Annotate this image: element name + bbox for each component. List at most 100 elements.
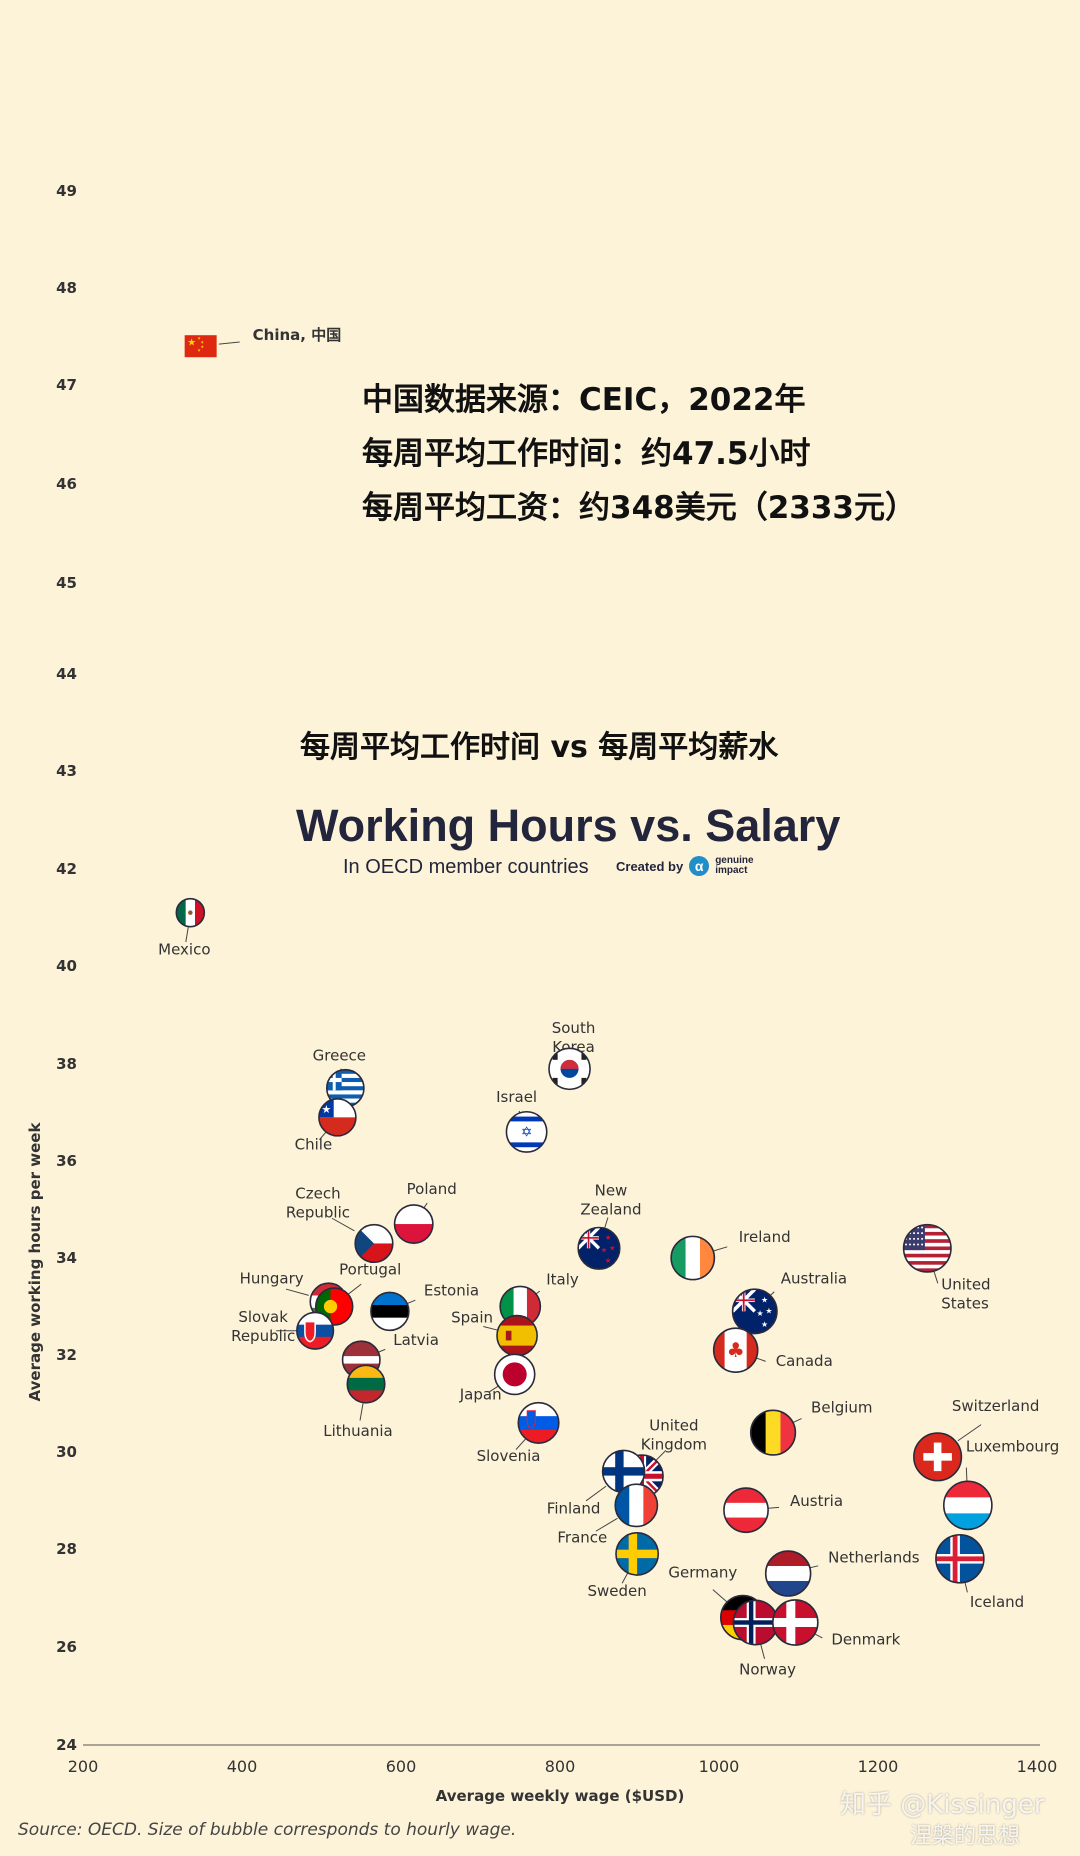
y-tick-label: 46 <box>56 475 77 493</box>
credit-brand-line1: genuine <box>715 855 754 866</box>
point-label-slovenia: Slovenia <box>477 1447 541 1465</box>
point-label-latvia: Latvia <box>393 1331 439 1349</box>
poland-flag-bubble <box>393 1204 434 1245</box>
switzerland-flag-bubble <box>913 1432 963 1482</box>
south-korea-flag-bubble <box>548 1047 591 1091</box>
point-label-group: Hungary <box>240 1270 309 1296</box>
credit-brand-line2: impact <box>715 865 748 876</box>
point-label-denmark: Denmark <box>831 1631 900 1649</box>
point-label-slovak-republic: Slovak Republic <box>231 1308 295 1345</box>
point-label-group: Czech Republic <box>286 1184 355 1232</box>
sweden-flag-bubble <box>615 1531 660 1576</box>
leader-line <box>585 1485 607 1502</box>
source-note: Source: OECD. Size of bubble corresponds… <box>18 1820 517 1840</box>
point-label-group: Germany <box>668 1564 737 1604</box>
leader-line <box>185 927 189 943</box>
svg-text:★: ★ <box>200 340 204 345</box>
point-label-group: New Zealand <box>580 1181 642 1234</box>
point-label-group: Canada <box>749 1352 833 1370</box>
point-label-poland: Poland <box>407 1180 457 1198</box>
x-tick-label: 400 <box>227 1757 258 1776</box>
svg-text:★: ★ <box>761 1295 768 1304</box>
point-label-group: United Kingdom <box>641 1416 707 1464</box>
y-tick-label: 30 <box>56 1443 77 1461</box>
point-label-group: Switzerland <box>952 1397 1039 1442</box>
point-label-china: China, 中国 <box>253 326 342 344</box>
point-label-group: Japan <box>459 1382 504 1403</box>
point-label-belgium: Belgium <box>811 1399 873 1417</box>
point-label-group: Lithuania <box>323 1402 393 1440</box>
point-label-group: United States <box>931 1265 991 1312</box>
ireland-flag-bubble <box>670 1235 716 1281</box>
x-tick-label: 600 <box>386 1757 417 1776</box>
point-label-portugal: Portugal <box>339 1261 401 1279</box>
point-label-group: France <box>557 1517 618 1546</box>
y-tick-label: 43 <box>56 762 77 780</box>
point-label-group: Luxembourg <box>966 1437 1059 1487</box>
y-axis-label: Average working hours per week <box>26 1122 44 1402</box>
x-axis-label: Average weekly wage ($USD) <box>436 1787 685 1805</box>
norway-flag-bubble <box>732 1599 779 1646</box>
netherlands-flag-bubble <box>764 1550 812 1597</box>
leader-line <box>331 1217 355 1232</box>
overlay-wage-line: 每周平均工资：约348美元（2333元） <box>362 490 916 526</box>
point-label-group: Netherlands <box>802 1549 920 1571</box>
point-label-group: Iceland <box>962 1575 1024 1611</box>
svg-text:★: ★ <box>197 348 201 353</box>
x-tick-label: 1200 <box>858 1757 899 1776</box>
point-label-canada: Canada <box>776 1352 833 1370</box>
point-label-group: Finland <box>547 1485 607 1517</box>
svg-text:★: ★ <box>200 344 204 349</box>
australia-flag-bubble: ★★ ★★ <box>731 1288 778 1335</box>
point-label-mexico: Mexico <box>158 941 210 959</box>
overlay-hours-line: 每周平均工作时间：约47.5小时 <box>362 436 811 472</box>
leader-line <box>346 1283 362 1296</box>
point-label-group: Portugal <box>339 1261 401 1296</box>
y-tick-label: 44 <box>56 665 77 683</box>
spain-flag-bubble <box>496 1314 538 1357</box>
point-label-austria: Austria <box>790 1492 843 1510</box>
leader-line <box>712 1589 730 1604</box>
svg-text:★: ★ <box>197 336 201 341</box>
zhihu-watermark: 知乎 @Kissinger <box>840 1790 1045 1820</box>
y-tick-label: 49 <box>56 182 77 200</box>
leader-line <box>595 1517 618 1532</box>
new-zealand-flag-bubble: ★★ ★★ <box>577 1226 621 1270</box>
iceland-flag-bubble <box>935 1534 985 1584</box>
y-tick-label: 38 <box>56 1055 77 1073</box>
y-tick-label: 48 <box>56 279 77 297</box>
svg-text:★: ★ <box>187 338 196 349</box>
x-tick-label: 1400 <box>1017 1757 1058 1776</box>
chart-subtitle: In OECD member countries <box>343 856 589 878</box>
x-tick-label: 1000 <box>699 1757 740 1776</box>
leader-line <box>359 1402 364 1421</box>
y-tick-label: 24 <box>56 1736 77 1754</box>
chile-flag-bubble: ★ <box>318 1098 357 1137</box>
luxembourg-flag-bubble <box>942 1480 993 1531</box>
point-label-group: Estonia <box>401 1281 479 1307</box>
chart-title: Working Hours vs. Salary <box>296 800 841 851</box>
point-label-italy: Italy <box>546 1271 579 1289</box>
point-label-france: France <box>557 1528 607 1546</box>
point-label-chile: Chile <box>295 1135 333 1153</box>
credit: Created by α genuine impact <box>616 856 754 876</box>
point-label-australia: Australia <box>781 1269 847 1287</box>
y-tick-label: 40 <box>56 957 77 975</box>
israel-flag-bubble: ✡ <box>505 1110 548 1153</box>
svg-text:★: ★ <box>765 1307 772 1316</box>
czech-republic-flag-bubble <box>354 1223 394 1264</box>
canada-flag-bubble: ♣ <box>712 1327 759 1373</box>
point-label-group: Ireland <box>708 1228 791 1253</box>
point-label-group: Belgium <box>786 1399 873 1427</box>
overlay-source-line: 中国数据来源：CEIC，2022年 <box>362 382 806 418</box>
point-label-group: Latvia <box>372 1331 439 1356</box>
svg-text:★: ★ <box>609 1243 616 1252</box>
point-label-united-states: United States <box>941 1275 990 1312</box>
point-label-group: Norway <box>739 1640 796 1679</box>
denmark-flag-bubble <box>771 1599 819 1646</box>
point-label-group: Australia <box>763 1269 847 1302</box>
united-states-flag-bubble <box>902 1223 952 1273</box>
point-label-united-kingdom: United Kingdom <box>641 1416 707 1453</box>
point-label-group: Denmark <box>807 1629 901 1649</box>
leader-line <box>218 341 240 345</box>
